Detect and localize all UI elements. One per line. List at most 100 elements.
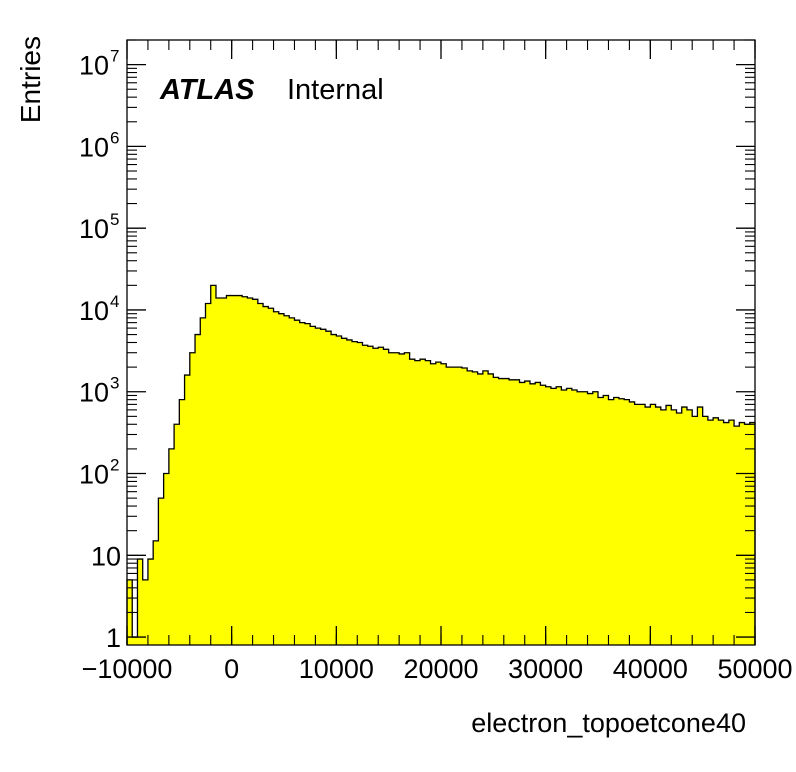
histogram-bar [284, 315, 290, 645]
histogram-bar [226, 295, 233, 645]
histogram-bar [268, 308, 274, 645]
histogram-bar [692, 416, 698, 645]
histogram-bar [749, 422, 756, 645]
y-tick-exponent: 2 [110, 456, 119, 475]
histogram-bar [435, 362, 442, 645]
histogram-bar [577, 391, 583, 645]
histogram-bar [540, 385, 547, 645]
histogram-bar [252, 299, 259, 645]
histogram-bar [666, 405, 672, 645]
histogram-bar [634, 404, 641, 645]
histogram-bar [713, 417, 719, 645]
histogram-bar [629, 401, 636, 645]
histogram-bar [639, 404, 646, 645]
y-tick-label: 10 [79, 378, 109, 408]
histogram-bar [263, 306, 269, 645]
histogram-bar [723, 422, 730, 645]
histogram-bar [189, 352, 196, 645]
y-tick-exponent: 3 [110, 374, 119, 393]
y-tick-exponent: 7 [110, 47, 119, 66]
y-tick-label: 10 [79, 214, 109, 244]
x-tick-label: −10000 [82, 654, 173, 684]
histogram-bar [645, 407, 651, 645]
histogram-bar [456, 367, 463, 645]
histogram-bar [488, 373, 494, 645]
histogram-bar [598, 397, 604, 645]
histogram-bars [127, 285, 756, 645]
x-tick-label: 20000 [403, 654, 478, 684]
histogram-bar [299, 322, 306, 645]
histogram-bar [441, 363, 447, 645]
histogram-bar [336, 336, 342, 645]
histogram-bar [362, 345, 369, 645]
histogram-bar [414, 360, 421, 645]
histogram-bar [147, 559, 154, 645]
histogram-bar [320, 329, 327, 645]
histogram-bar [257, 303, 264, 645]
histogram-bar [294, 320, 301, 645]
histogram-bar [231, 295, 238, 645]
histogram-bar [278, 313, 285, 645]
histogram-bar [142, 579, 149, 645]
histogram-bar [676, 412, 683, 645]
histogram-bar [660, 409, 667, 645]
histogram-bar [153, 540, 159, 645]
histogram-bar [514, 379, 520, 645]
histogram-bar [304, 323, 311, 645]
histogram-bar [535, 382, 541, 645]
histogram-bar [618, 398, 625, 645]
histogram-bar [409, 359, 416, 645]
histogram-bar [739, 422, 745, 645]
histogram-bar [545, 386, 552, 645]
histogram-bar [472, 371, 479, 645]
histogram-bar [372, 348, 379, 645]
y-tick-label: 10 [79, 296, 109, 326]
histogram-bar [393, 352, 400, 645]
histogram-bar [132, 637, 138, 645]
histogram-bar [388, 352, 395, 645]
histogram-bar [420, 359, 426, 645]
histogram-bar [221, 298, 227, 645]
histogram-bar [734, 426, 740, 645]
histogram-bar [702, 416, 709, 645]
histogram-bar [498, 378, 505, 645]
histogram-bar [289, 317, 295, 645]
histogram-bar [200, 317, 206, 645]
histogram-bar [451, 367, 458, 645]
histogram-bar [681, 407, 688, 645]
histogram-bar [608, 399, 615, 645]
x-tick-label: 0 [224, 654, 239, 684]
histogram-bar [158, 498, 165, 645]
histogram-bar [561, 390, 567, 645]
histogram-bar [592, 391, 599, 645]
y-tick-exponent: 4 [110, 292, 119, 311]
y-tick-label: 10 [79, 51, 109, 81]
histogram-bar [273, 311, 280, 645]
histogram-bar [399, 353, 405, 645]
x-axis-label: electron_topoetcone40 [471, 708, 746, 738]
histogram-bar [383, 349, 390, 645]
y-tick-exponent: 6 [110, 128, 119, 147]
histogram-bar [482, 370, 489, 645]
atlas-label: ATLAS [159, 74, 255, 106]
histogram-bar [137, 559, 144, 645]
histogram-bar [461, 368, 468, 645]
histogram-bar [493, 377, 499, 645]
histogram-bar [430, 363, 437, 645]
histogram-bar [425, 360, 431, 645]
histogram-bar [603, 395, 609, 645]
histogram-bar [163, 473, 170, 645]
x-axis-ticks: −10000 0 10000 20000 30000 40000 50000 [82, 40, 793, 684]
x-tick-label: 50000 [717, 654, 792, 684]
histogram-bar [331, 334, 337, 645]
histogram-bar [205, 303, 212, 645]
histogram-bar [566, 388, 573, 645]
histogram-bar [310, 326, 316, 645]
histogram-bar [550, 388, 557, 645]
histogram-bar [247, 298, 253, 645]
x-tick-label: 40000 [613, 654, 688, 684]
histogram-bar [325, 331, 332, 645]
histogram-bar [509, 379, 515, 645]
histogram-bar [503, 378, 510, 645]
